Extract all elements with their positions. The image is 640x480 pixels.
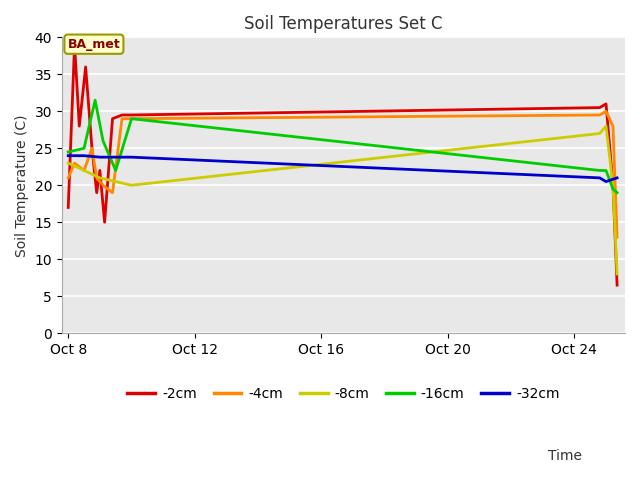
Text: BA_met: BA_met bbox=[68, 38, 120, 51]
Y-axis label: Soil Temperature (C): Soil Temperature (C) bbox=[15, 114, 29, 256]
Title: Soil Temperatures Set C: Soil Temperatures Set C bbox=[244, 15, 443, 33]
Text: Time: Time bbox=[548, 449, 582, 463]
Legend: -2cm, -4cm, -8cm, -16cm, -32cm: -2cm, -4cm, -8cm, -16cm, -32cm bbox=[122, 382, 565, 407]
